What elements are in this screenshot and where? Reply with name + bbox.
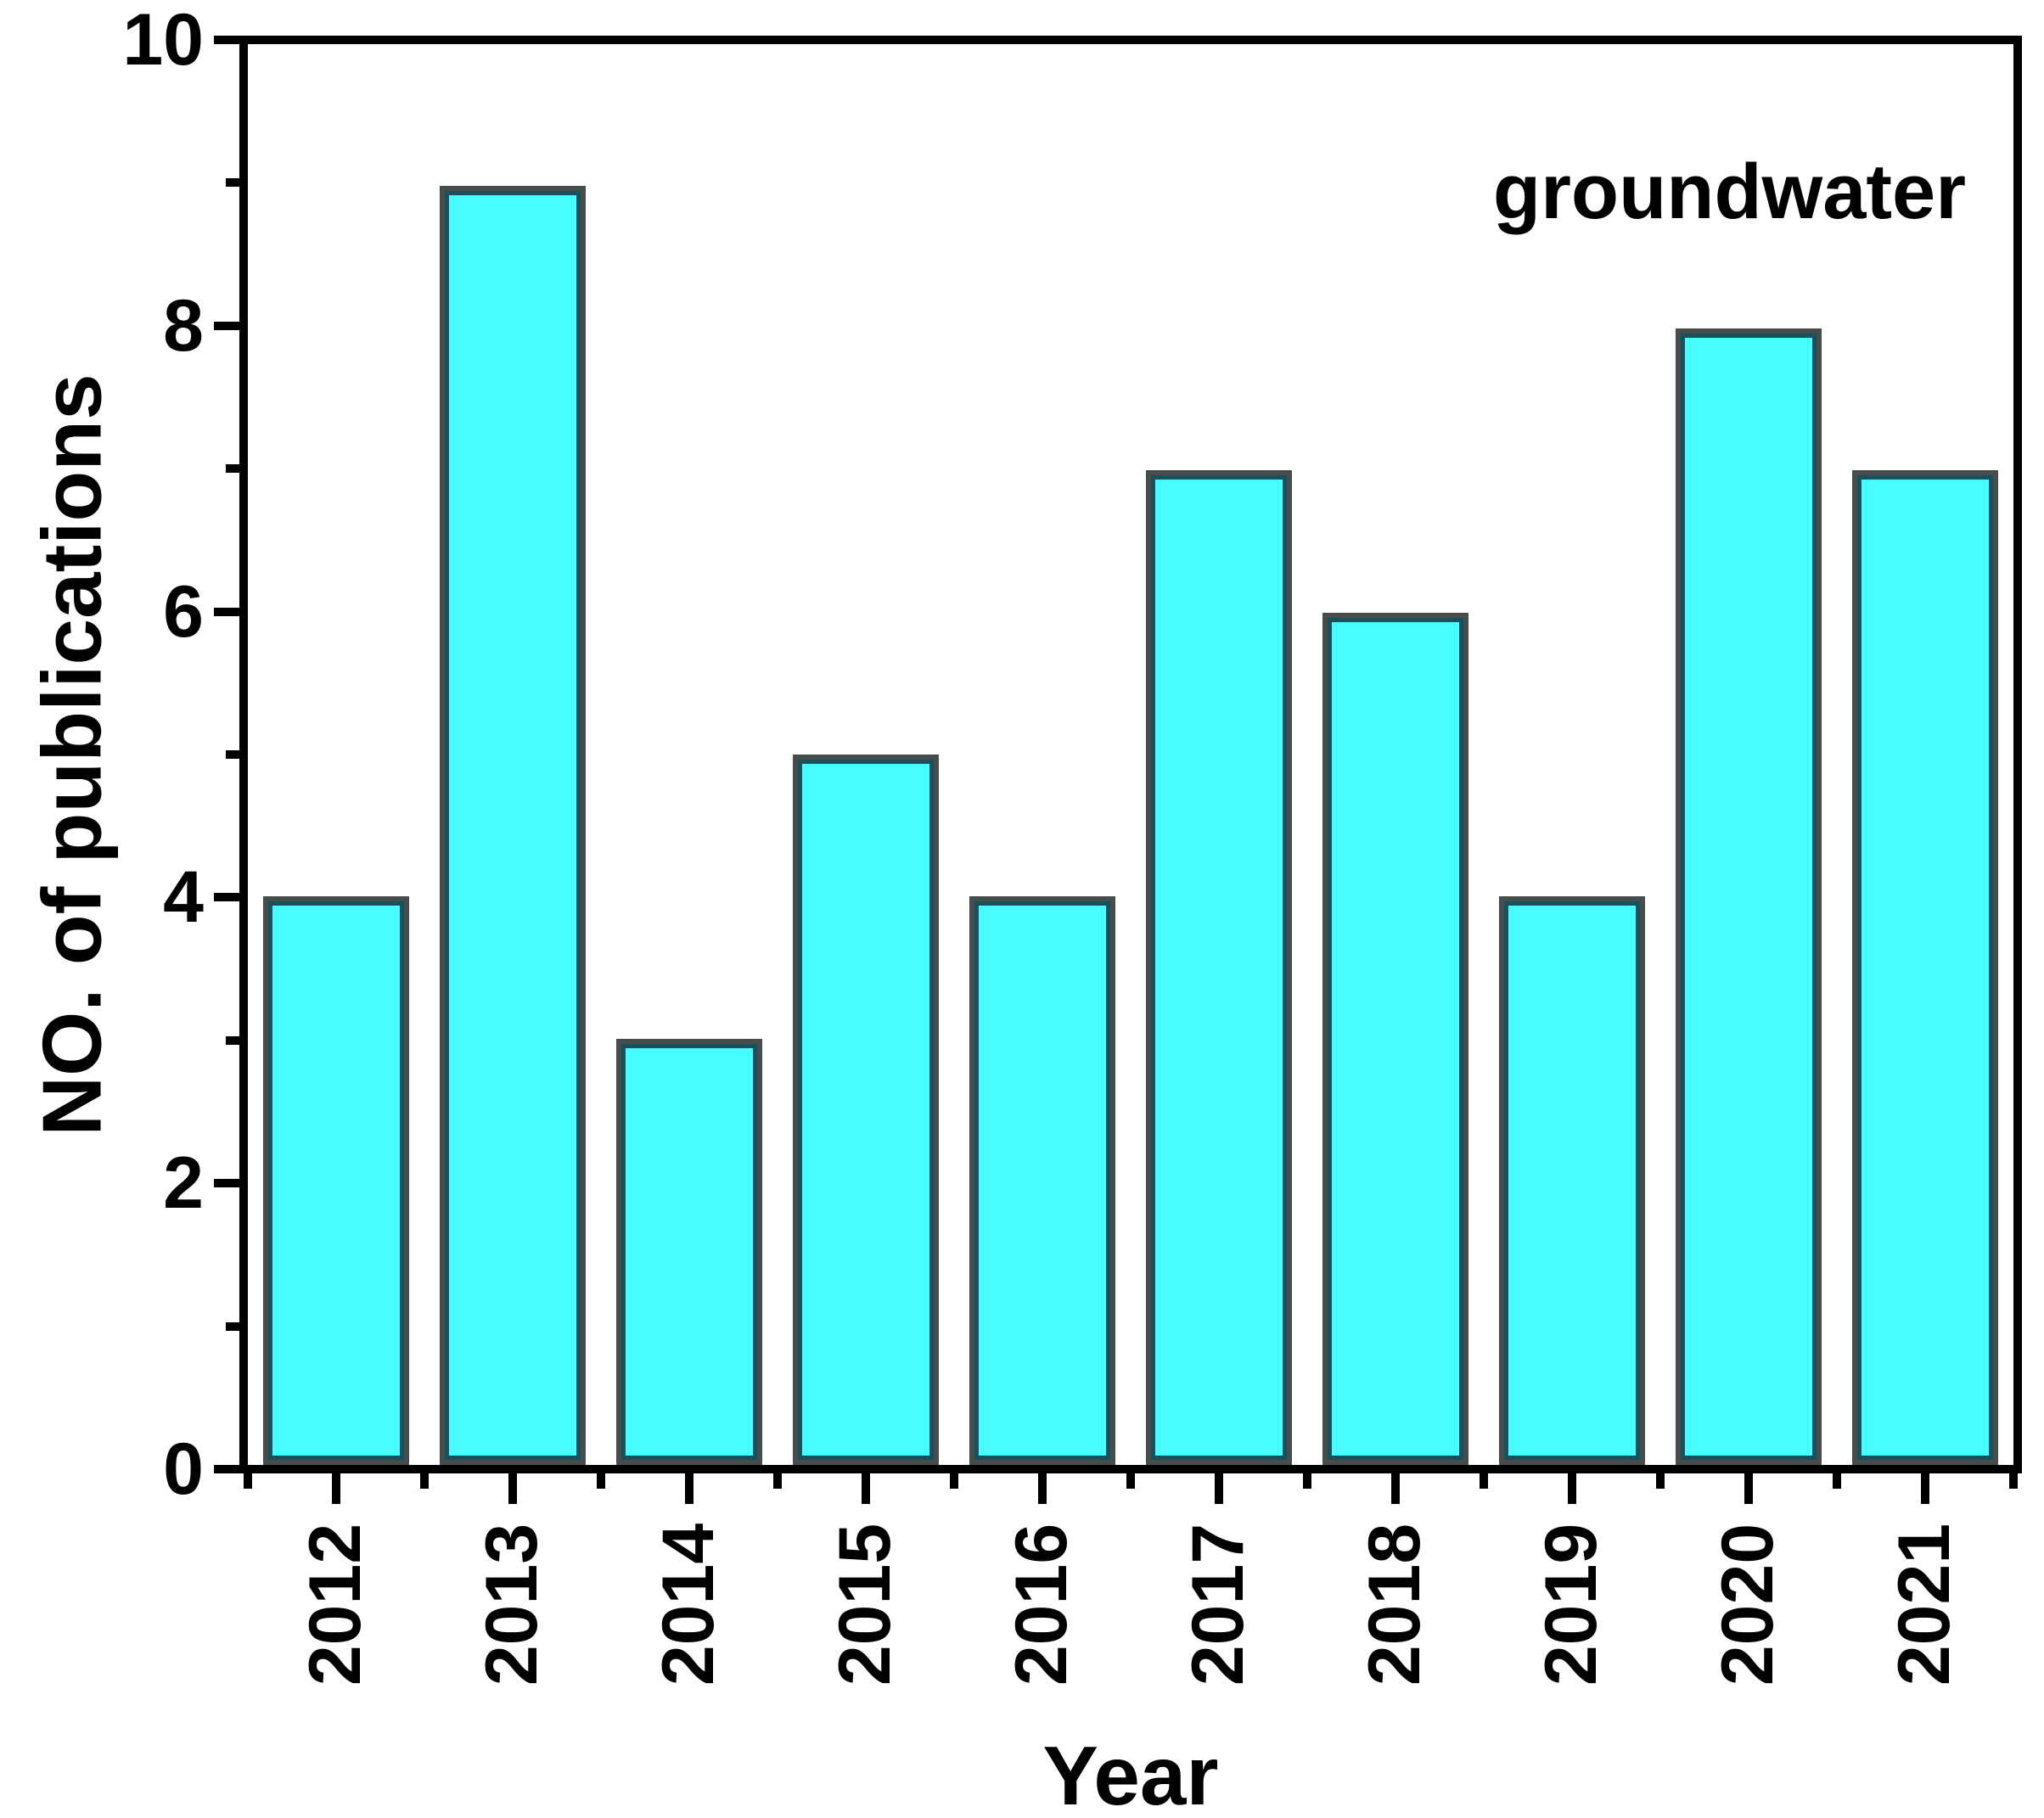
x-axis-title: Year [1042,1729,1219,1818]
x-minor-tick-1 [420,1473,429,1489]
bar-2012 [263,896,409,1465]
x-minor-tick-0 [244,1473,252,1489]
y-tick-label-0: 0 [163,1428,204,1510]
y-minor-tick-5 [226,750,239,759]
y-tick-label-8: 8 [163,285,204,367]
x-major-tick-2018 [1391,1473,1400,1504]
x-major-tick-2020 [1744,1473,1753,1504]
x-minor-tick-6 [1303,1473,1311,1489]
x-major-tick-2013 [508,1473,517,1504]
y-tick-label-4: 4 [163,856,204,938]
bar-2015 [793,755,939,1465]
y-major-tick-2 [214,1179,239,1187]
x-minor-tick-8 [1656,1473,1665,1489]
y-axis-title-text: NO. of publications [25,373,119,1136]
bar-2016 [969,896,1115,1465]
x-tick-label-2013: 2013 [424,1509,602,1699]
x-tick-label-text: 2018 [1354,1523,1436,1686]
x-tick-label-text: 2015 [824,1523,907,1686]
x-tick-label-2019: 2019 [1483,1509,1661,1699]
y-minor-tick-9 [226,178,239,187]
x-tick-label-text: 2016 [1001,1523,1083,1686]
x-minor-tick-9 [1833,1473,1841,1489]
y-major-tick-0 [214,1465,239,1473]
x-tick-label-2017: 2017 [1130,1509,1308,1699]
x-minor-tick-10 [2009,1473,2018,1489]
bar-2014 [616,1039,762,1465]
x-tick-label-text: 2020 [1707,1523,1789,1686]
y-minor-tick-7 [226,464,239,473]
bar-2019 [1499,896,1645,1465]
x-minor-tick-4 [950,1473,958,1489]
x-major-tick-2019 [1568,1473,1576,1504]
x-major-tick-2016 [1038,1473,1047,1504]
bars-layer [248,44,2013,1465]
bar-2020 [1676,328,1822,1465]
x-tick-label-2021: 2021 [1836,1509,2014,1699]
bar-2017 [1146,470,1292,1465]
x-tick-label-text: 2019 [1530,1523,1613,1686]
x-tick-label-text: 2017 [1177,1523,1260,1686]
x-major-tick-2021 [1921,1473,1929,1504]
x-major-tick-2015 [862,1473,870,1504]
x-major-tick-2017 [1215,1473,1223,1504]
x-tick-label-text: 2013 [471,1523,553,1686]
y-tick-label-2: 2 [163,1142,204,1224]
x-minor-tick-3 [773,1473,782,1489]
x-tick-label-2020: 2020 [1659,1509,1838,1699]
y-major-tick-4 [214,893,239,901]
x-major-tick-2012 [332,1473,340,1504]
bar-2018 [1322,613,1468,1465]
y-minor-tick-3 [226,1036,239,1045]
x-tick-label-text: 2014 [648,1523,730,1686]
y-tick-label-6: 6 [163,571,204,653]
bar-2021 [1852,470,1998,1465]
y-minor-tick-1 [226,1322,239,1331]
y-axis-title: NO. of publications [8,36,136,1473]
x-minor-tick-7 [1480,1473,1488,1489]
y-major-tick-10 [214,36,239,44]
bar-2013 [440,186,586,1465]
x-tick-label-2016: 2016 [953,1509,1132,1699]
x-tick-label-2015: 2015 [777,1509,955,1699]
series-annotation: groundwater [1492,149,1966,235]
y-tick-label-10: 10 [122,0,204,81]
x-tick-label-text: 2012 [295,1523,377,1686]
y-major-tick-6 [214,608,239,616]
x-tick-label-2012: 2012 [247,1509,425,1699]
x-minor-tick-2 [597,1473,605,1489]
x-tick-label-2018: 2018 [1306,1509,1485,1699]
y-major-tick-8 [214,322,239,330]
x-major-tick-2014 [685,1473,694,1504]
x-tick-label-text: 2021 [1884,1523,1966,1686]
x-minor-tick-5 [1126,1473,1135,1489]
x-tick-label-2014: 2014 [600,1509,778,1699]
